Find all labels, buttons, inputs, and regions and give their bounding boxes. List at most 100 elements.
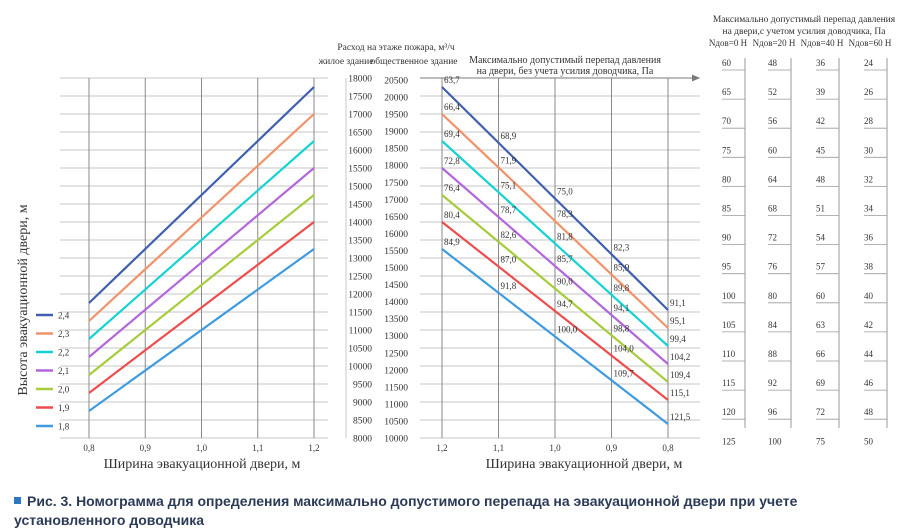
residential-tick-label: 12000 [348,291,372,301]
legend-label: 1,8 [58,422,70,432]
right-series-line [441,248,669,425]
table-value: 48 [816,174,826,184]
table-value: 65 [722,87,732,97]
residential-tick-label: 16500 [348,129,372,139]
pressure-data-label: 71,9 [501,156,517,166]
pressure-data-label: 115,1 [670,388,690,398]
table-value: 26 [864,87,874,97]
pressure-data-label: 81,8 [557,232,573,242]
residential-tick-label: 13500 [348,237,372,247]
residential-tick-label: 17000 [348,111,372,121]
residential-tick-label: 17500 [348,93,372,103]
pressure-data-label: 63,7 [444,75,460,85]
flow-col-residential: жилое здание [318,57,374,67]
table-value: 95 [722,262,732,272]
pressure-data-label: 82,6 [501,230,517,240]
public-tick-label: 20000 [384,94,408,104]
table-value: 75 [722,145,732,155]
right-x-tick-label: 1,1 [493,443,504,453]
legend-label: 2,3 [58,329,70,339]
right-xlabel: Ширина эвакуационной двери, м [486,457,683,472]
pressure-data-label: 72,8 [444,156,460,166]
caption-bullet-icon [14,497,21,504]
pressure-data-label: 84,9 [444,237,460,247]
flow-rate-axis: 18000 17500 17000 16500 16000 15500 15000 14500… [345,75,409,445]
residential-tick-label: 10500 [348,345,372,355]
table-value: 64 [768,174,778,184]
public-tick-label: 18500 [384,145,408,155]
residential-tick-label: 8500 [353,417,372,427]
public-tick-label: 12000 [384,366,408,376]
pressure-data-label: 104,2 [670,352,690,362]
pressure-data-label: 78,3 [557,209,573,219]
table-column-header: Nдов=60 Н [849,38,892,48]
pressure-data-label: 85,7 [557,254,573,264]
table-column-header: Nдов=0 Н [709,38,748,48]
table-value: 66 [816,349,826,359]
pressure-data-label: 76,4 [444,183,460,193]
public-tick-label: 11000 [385,400,409,410]
arrow-right-icon [692,74,700,82]
legend-label: 2,1 [58,366,69,376]
left-x-tick-label: 0,9 [140,443,152,453]
left-series-line [88,248,315,412]
pressure-data-label: 85,9 [614,263,630,273]
table-value: 36 [816,58,826,68]
left-xlabel: Ширина эвакуационной двери, м [104,457,301,472]
pressure-data-label: 68,9 [501,131,517,141]
table-value: 38 [864,262,874,272]
table-value: 42 [864,320,873,330]
pressure-data-label: 109,4 [670,370,691,380]
table-value: 96 [768,407,778,417]
table-column-header: Nдов=20 Н [753,38,796,48]
table-value: 75 [816,436,826,446]
left-series-line [88,113,315,322]
residential-tick-label: 16000 [348,147,372,157]
residential-tick-label: 8000 [353,435,372,445]
right-panel-lines: 63,7 68,9 75,0 82,3 91,1 66,4 71,9 78,3 85,9 95,1… [441,75,691,425]
public-tick-label: 14000 [384,298,408,308]
pressure-data-label: 87,0 [501,255,517,265]
pressure-data-label: 75,0 [557,187,573,197]
residential-tick-label: 11500 [349,309,373,319]
table-value: 68 [768,204,778,214]
table-value: 44 [864,349,874,359]
pressure-data-label: 69,4 [444,129,460,139]
left-x-tick-label: 1,2 [308,443,319,453]
right-x-tick-label: 1,2 [436,443,447,453]
right-title-line2: на двери, без учета усилия доводчика, Па [477,66,654,77]
residential-tick-label: 15500 [348,165,372,175]
table-value: 60 [768,145,778,155]
left-series-line [88,221,315,394]
pressure-data-label: 121,5 [670,412,691,422]
right-x-tick-label: 0,9 [606,443,618,453]
residential-tick-label: 10000 [348,363,372,373]
right-x-tick-label: 0,8 [662,443,674,453]
table-value: 40 [864,291,874,301]
legend-label: 2,0 [58,385,70,395]
public-tick-label: 14500 [384,281,408,291]
left-panel-grid: 0,8 0,9 1,0 1,1 1,2 [60,77,328,453]
table-value: 105 [722,320,736,330]
nomogram-chart: 0,8 0,9 1,0 1,1 1,2 2,4 2,3 2,2 2,1 2,0 1,9 1,8 Вы… [16,14,896,472]
pressure-data-label: 89,8 [614,283,630,293]
public-tick-label: 11500 [385,383,409,393]
public-tick-label: 16500 [384,213,408,223]
table-value: 42 [816,116,825,126]
table-value: 125 [722,436,736,446]
table-value: 88 [768,349,778,359]
table-value: 24 [864,58,874,68]
table-value: 60 [722,58,732,68]
table-value: 52 [768,87,777,97]
table-value: 92 [768,378,777,388]
table-value: 56 [768,116,778,126]
left-x-tick-label: 1,1 [252,443,263,453]
figure-caption: Рис. 3. Номограмма для определения макси… [14,492,894,530]
pressure-data-label: 94,1 [614,303,630,313]
pressure-data-label: 99,4 [670,334,686,344]
right-panel-grid: 1,2 1,1 1,0 0,9 0,8 [420,74,700,453]
pressure-data-label: 100,0 [557,325,578,335]
residential-tick-label: 13000 [348,255,372,265]
left-series-line [88,86,315,304]
table-value: 76 [768,262,778,272]
